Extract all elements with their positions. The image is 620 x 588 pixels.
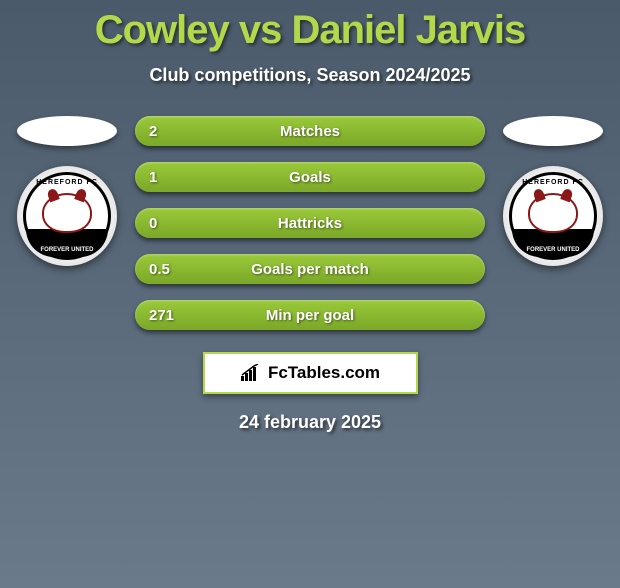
player-right-club-logo: HEREFORD FC FOREVER UNITED bbox=[503, 166, 603, 266]
stats-column: 2 Matches 1 Goals 0 Hattricks 0.5 Goals … bbox=[135, 116, 485, 330]
player-left-avatar bbox=[17, 116, 117, 146]
player-left-club-logo: HEREFORD FC FOREVER UNITED bbox=[17, 166, 117, 266]
date-text: 24 february 2025 bbox=[0, 412, 620, 433]
stat-value: 0.5 bbox=[149, 261, 170, 278]
stat-label: Goals per match bbox=[135, 261, 485, 278]
subtitle: Club competitions, Season 2024/2025 bbox=[0, 65, 620, 86]
stat-row-hattricks: 0 Hattricks bbox=[135, 208, 485, 238]
stat-row-matches: 2 Matches bbox=[135, 116, 485, 146]
stat-value: 2 bbox=[149, 123, 157, 140]
club-name-top: HEREFORD FC bbox=[36, 179, 98, 186]
player-right-avatar bbox=[503, 116, 603, 146]
stat-row-min-per-goal: 271 Min per goal bbox=[135, 300, 485, 330]
player-left-column: HEREFORD FC FOREVER UNITED bbox=[7, 116, 127, 266]
bull-icon bbox=[42, 193, 92, 233]
page-title: Cowley vs Daniel Jarvis bbox=[0, 8, 620, 53]
club-name-bottom: FOREVER UNITED bbox=[40, 247, 93, 253]
stat-row-goals: 1 Goals bbox=[135, 162, 485, 192]
comparison-area: HEREFORD FC FOREVER UNITED 2 Matches 1 G… bbox=[0, 116, 620, 330]
stat-label: Hattricks bbox=[135, 215, 485, 232]
stat-value: 0 bbox=[149, 215, 157, 232]
stat-row-goals-per-match: 0.5 Goals per match bbox=[135, 254, 485, 284]
club-name-bottom: FOREVER UNITED bbox=[526, 247, 579, 253]
stat-label: Goals bbox=[135, 169, 485, 186]
brand-text: FcTables.com bbox=[268, 363, 380, 383]
brand-link[interactable]: FcTables.com bbox=[203, 352, 418, 394]
stat-label: Min per goal bbox=[135, 307, 485, 324]
bar-chart-icon bbox=[240, 364, 262, 382]
player-right-column: HEREFORD FC FOREVER UNITED bbox=[493, 116, 613, 266]
stat-value: 271 bbox=[149, 307, 174, 324]
stat-value: 1 bbox=[149, 169, 157, 186]
stat-label: Matches bbox=[135, 123, 485, 140]
bull-icon bbox=[528, 193, 578, 233]
club-name-top: HEREFORD FC bbox=[522, 179, 584, 186]
